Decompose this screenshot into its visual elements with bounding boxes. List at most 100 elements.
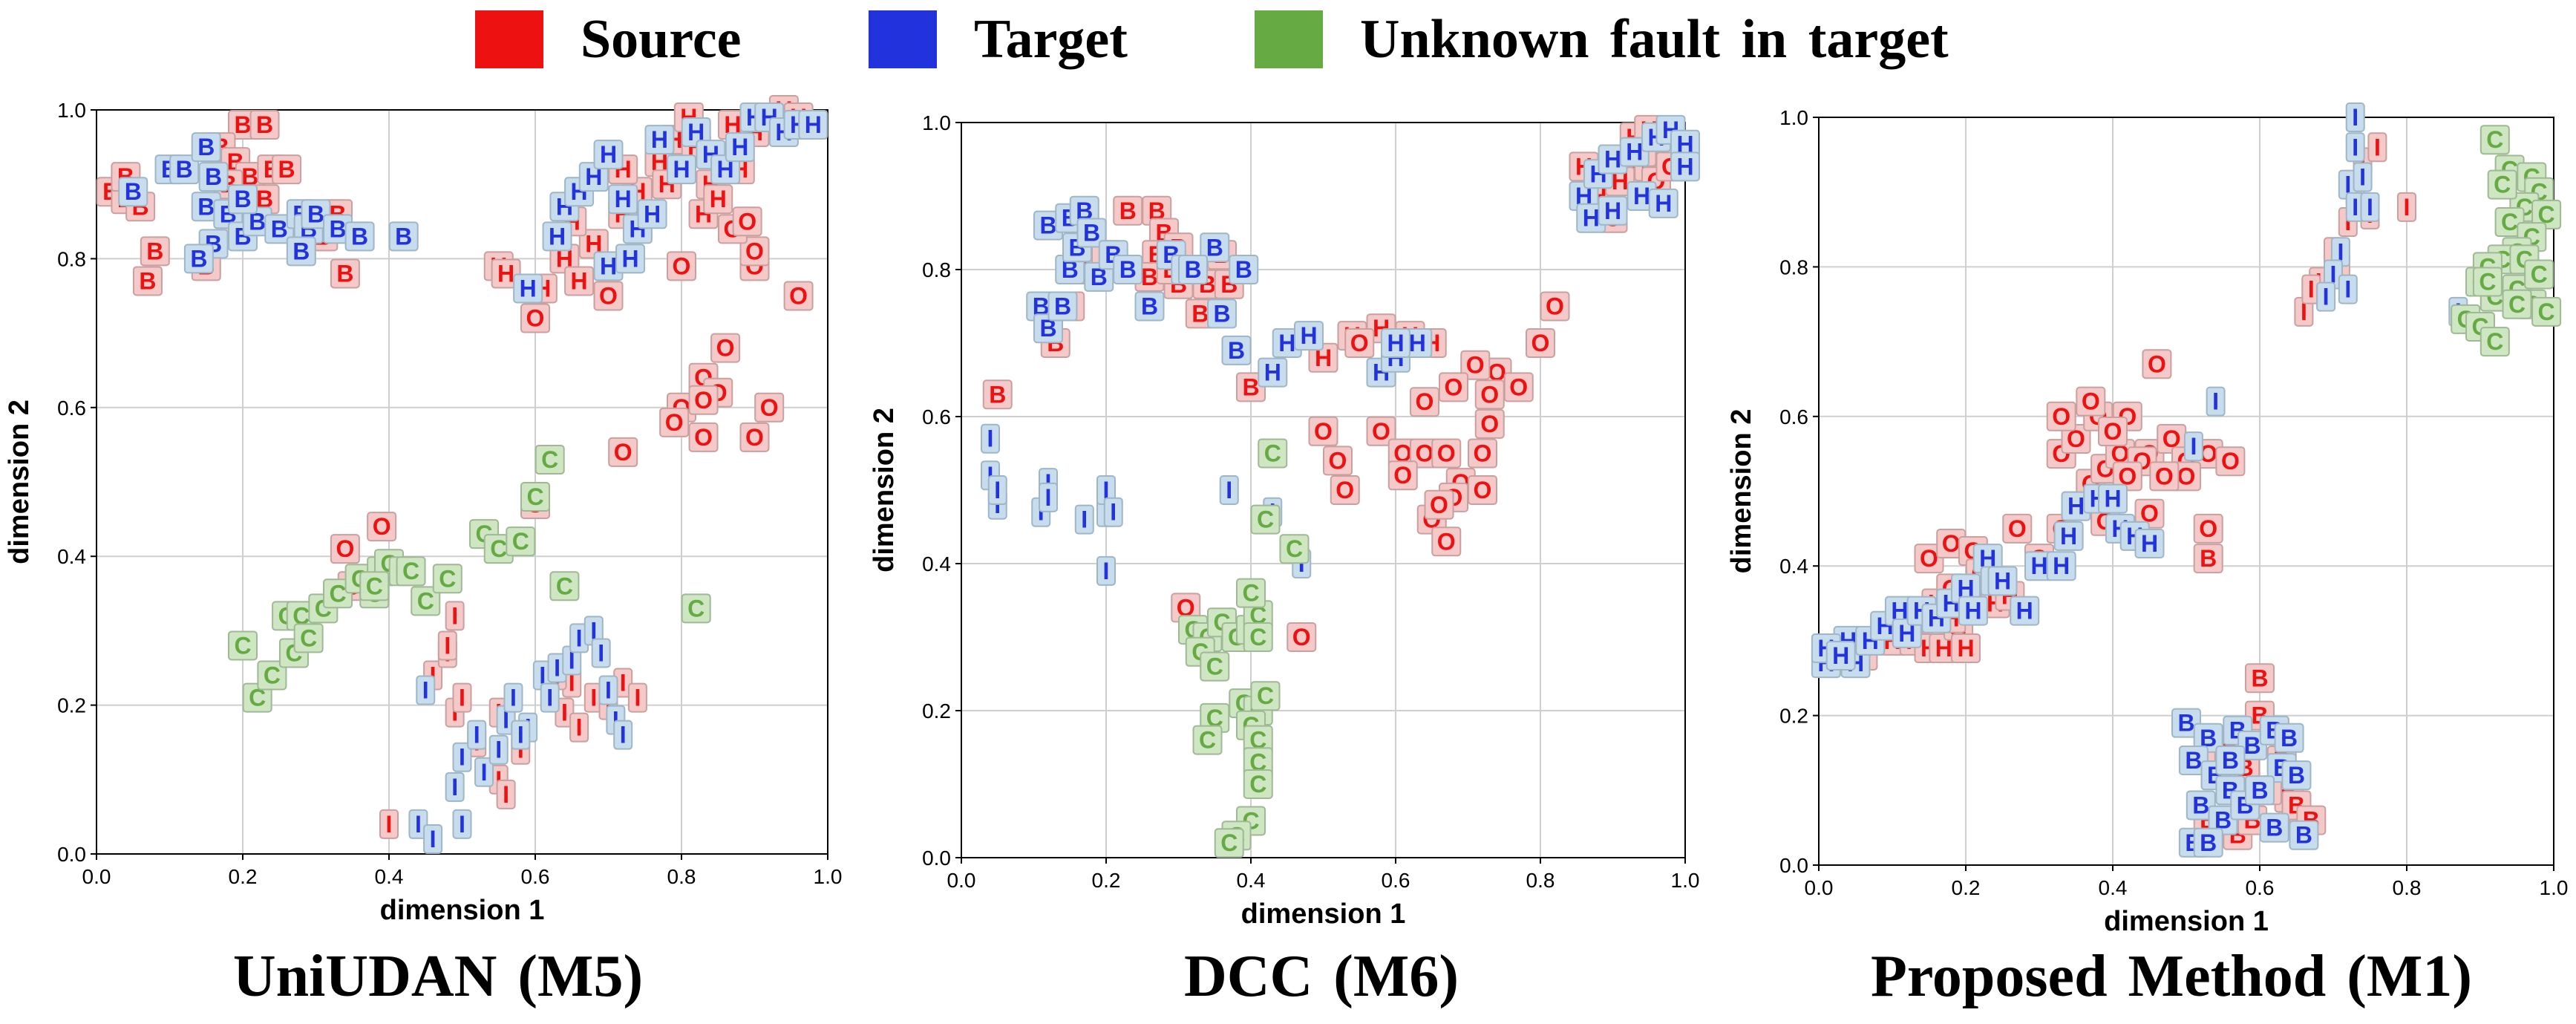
marker-box [488,734,509,765]
marker-box [1219,475,1239,505]
data-point-marker: H [725,132,755,163]
marker-box [2259,812,2289,843]
marker-box [542,221,572,252]
marker-glyph: B [271,215,288,242]
marker-box [1294,321,1324,351]
marker-glyph: B [1033,293,1050,320]
data-point-marker: C [323,578,353,609]
marker-box [1670,151,1700,182]
marker-glyph: B [1141,264,1158,290]
marker-glyph: B [234,111,251,138]
data-point-marker: B [140,236,170,267]
marker-box [359,571,390,601]
data-point-marker: O [739,236,770,267]
marker-glyph: I [605,692,612,719]
marker-glyph: H [673,156,690,183]
marker-glyph: O [1292,624,1311,650]
plot-frame [1818,117,2554,866]
y-tick-label: 0.6 [57,397,86,420]
marker-glyph: H [651,126,668,153]
marker-glyph: B [2200,545,2217,572]
marker-box [1192,725,1223,755]
data-point-marker: I [583,682,604,713]
marker-glyph: I [2212,388,2219,415]
marker-glyph: I [620,722,627,749]
marker-glyph: O [2155,463,2174,489]
marker-box [264,214,295,244]
data-point-marker: H [1648,188,1678,218]
marker-glyph: B [2200,829,2217,856]
marker-box [608,437,638,467]
marker-box [1387,460,1418,491]
marker-box [437,630,457,661]
marker-box [644,125,675,155]
marker-box [257,660,287,691]
marker-box [2397,192,2416,222]
data-point-marker: H [798,110,828,140]
marker-glyph: I [2367,194,2373,221]
data-point-marker: C [483,534,514,564]
marker-glyph: I [2344,276,2351,303]
marker-glyph: O [2052,403,2070,430]
marker-box [2479,125,2510,155]
data-point-marker: C [293,623,324,653]
marker-glyph: O [1430,492,1448,518]
marker-box [228,630,258,661]
marker-glyph: I [2404,194,2410,221]
marker-glyph: H [556,245,573,272]
data-point-marker: C [411,586,441,616]
marker-box [323,578,353,609]
data-point-marker: H [1294,321,1324,351]
data-point-marker: I [2183,431,2203,462]
y-tick-label: 0.8 [57,247,86,270]
data-point-marker: B [1113,195,1143,226]
x-tick-label: 0.4 [2099,876,2128,899]
marker-glyph: I [1110,499,1117,526]
marker-glyph: C [1206,653,1223,680]
marker-glyph: O [1416,440,1434,467]
marker-glyph: I [2352,194,2358,221]
marker-glyph: I [569,670,575,697]
marker-glyph: B [2214,807,2232,834]
data-point-marker: C [257,660,287,691]
marker-glyph: O [1509,374,1528,400]
data-point-marker: H [667,154,696,185]
data-point-marker: I [474,757,494,787]
data-point-marker: B [388,221,419,252]
marker-glyph: I [546,685,553,711]
marker-box [540,682,560,713]
marker-box [739,422,770,452]
marker-box [330,258,360,289]
marker-glyph: B [2200,725,2217,751]
marker-box [1103,497,1123,527]
marker-box [1229,255,1259,284]
data-point-marker: O [1540,291,1570,322]
data-point-marker: B [2245,663,2275,694]
marker-glyph: H [2104,486,2121,512]
marker-glyph: B [234,186,251,212]
marker-box [1410,387,1439,417]
data-point-marker: C [2531,296,2562,327]
data-point-marker: I [555,697,575,728]
marker-box [982,379,1013,410]
data-point-marker: B [344,221,375,252]
marker-glyph: C [1206,705,1223,731]
data-point-marker: C [1243,769,1273,799]
marker-box [1250,681,1281,711]
marker-glyph: H [644,200,661,227]
marker-box [1439,372,1468,402]
data-point-marker: O [1366,416,1396,446]
data-point-marker: I [496,779,516,809]
marker-glyph: C [2508,291,2526,318]
marker-box [1474,408,1505,439]
data-point-marker: O [1410,387,1439,417]
marker-box [1236,578,1266,608]
marker-glyph: I [2374,134,2381,160]
marker-box [411,586,441,616]
marker-glyph: I [994,477,1001,503]
data-point-marker: O [1323,446,1353,476]
marker-box [2345,132,2365,163]
marker-glyph: B [1039,212,1056,239]
marker-box [2134,528,2165,558]
y-tick-label: 0.0 [1779,854,1808,877]
